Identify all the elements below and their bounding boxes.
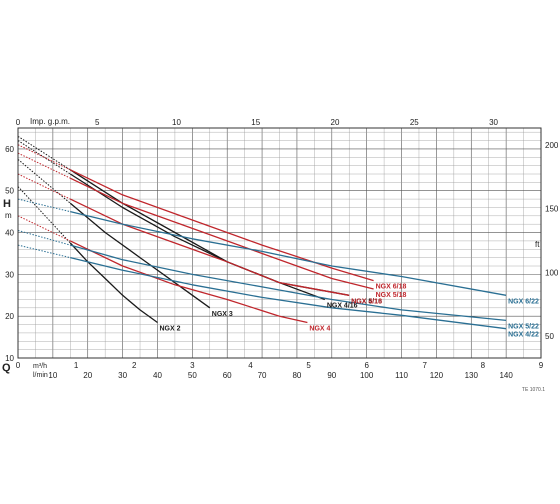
curve-line [70,210,507,296]
left-tick-label: 60 [5,145,14,154]
bottom-m3h-tick-label: 8 [481,361,486,370]
curve-label: NGX 3 [212,311,233,318]
curve-label: NGX 5/18 [376,292,407,299]
bottom-lmin-tick-label: 60 [223,371,232,380]
bottom-m3h-tick-label: 2 [132,361,137,370]
bottom-m3h-tick-label: 7 [423,361,428,370]
top-tick-label: 30 [489,118,498,127]
footnote: TE 1070.1 [522,387,545,393]
top-axis-label: Imp. g.p.m. [30,117,70,126]
bottom-m3h-tick-label: 9 [539,361,544,370]
bottom-m3h-tick-label: 1 [74,361,79,370]
bottom-lmin-tick-label: 100 [360,371,374,380]
curve-label: NGX 4/18 [351,298,382,305]
curve-label: NGX 5/22 [508,323,539,330]
left-tick-label: 10 [5,354,14,363]
curve-label: NGX 4 [309,325,330,332]
curve-extension [17,158,71,204]
curve-line [70,177,374,290]
right-axis-unit: ft [535,240,540,249]
bottom-lmin-tick-label: 10 [48,371,57,380]
curve-label: NGX 5/16 [351,298,382,305]
right-tick-label: 150 [545,205,559,214]
plot-frame [17,127,542,359]
top-tick-label: 0 [16,118,21,127]
curve-label: NGX 6/22 [508,298,539,305]
bottom-lmin-tick-label: 50 [188,371,197,380]
bottom-m3h-tick-label: 0 [16,361,21,370]
left-tick-label: 50 [5,187,14,196]
bottom-lmin-tick-label: 140 [499,371,513,380]
curve-label: NGX 6/18 [376,284,407,291]
tick-labels: 0 5 10 15 20 25 30 10 20 30 40 50 60 50 100 150 200 0 1 2 3 4… [5,118,559,380]
bottom-m3h-tick-label: 6 [364,361,369,370]
bottom-lmin-tick-label: 120 [430,371,444,380]
curve-extension [17,152,71,179]
axes-text: Imp. g.p.m. H m ft Q m³/h l/min TE 1070.… [2,117,545,393]
bottom-lmin-tick-label: 40 [153,371,162,380]
curve-extension [17,186,71,244]
bottom-lmin-tick-label: 110 [395,371,408,380]
bottom-m3h-tick-label: 3 [190,361,195,370]
bottom-lmin-tick-label: 20 [83,371,92,380]
bottom-unit-lmin: l/min [33,372,48,379]
curve-label: NGX 2 [159,325,180,332]
bottom-lmin-tick-label: 30 [118,371,127,380]
bottom-m3h-tick-label: 4 [248,361,253,370]
performance-curves [17,135,507,330]
left-axis-symbol: H [3,198,11,210]
curve-line [70,244,507,322]
top-tick-label: 20 [331,118,340,127]
curve-line [70,198,350,296]
curve-line [70,169,374,282]
curve-line [70,240,308,324]
curve-extension [17,215,71,242]
bottom-unit-m3h: m³/h [33,363,47,370]
left-tick-label: 30 [5,270,14,279]
bottom-lmin-tick-label: 70 [258,371,267,380]
top-tick-label: 25 [410,118,419,127]
curve-extension [17,135,71,171]
left-tick-label: 20 [5,312,14,321]
curve-label: NGX 4/16 [327,302,358,309]
right-tick-label: 50 [545,332,554,341]
bottom-lmin-tick-label: 80 [292,371,301,380]
curve-extension [17,140,71,175]
curve-line [70,256,507,330]
grid [17,128,542,359]
left-axis-unit: m [5,211,12,220]
left-tick-label: 40 [5,229,14,238]
curve-extension [17,229,71,246]
top-tick-label: 10 [172,118,181,127]
right-tick-label: 200 [545,141,559,150]
bottom-lmin-tick-label: 90 [327,371,336,380]
curve-label: NGX 4/22 [508,332,539,339]
curve-extension [17,173,71,200]
top-tick-label: 5 [95,118,100,127]
curve-extension [17,144,71,171]
bottom-q-symbol: Q [2,362,11,374]
curve-line [69,202,211,309]
top-tick-label: 15 [251,118,260,127]
right-tick-label: 100 [545,268,559,277]
curve-line [69,242,158,324]
bottom-m3h-tick-label: 5 [306,361,311,370]
bottom-lmin-tick-label: 130 [465,371,479,380]
curve-line [69,169,326,301]
